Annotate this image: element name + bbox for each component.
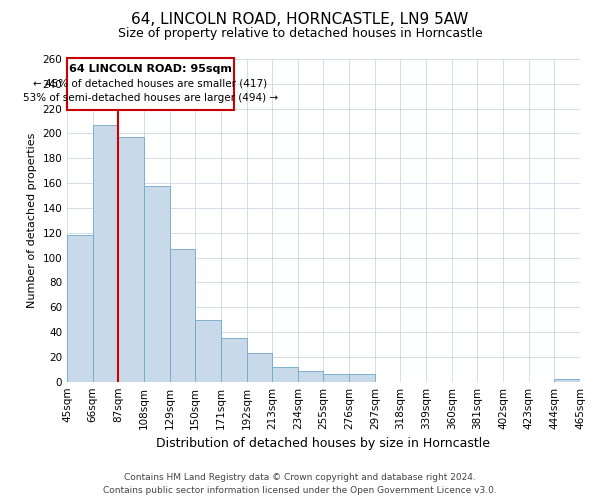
Bar (195, 320, 221, 382)
Text: 64, LINCOLN ROAD, HORNCASTLE, LN9 5AW: 64, LINCOLN ROAD, HORNCASTLE, LN9 5AW (131, 12, 469, 28)
Bar (221, 338, 247, 382)
Bar (67, 235, 92, 382)
X-axis label: Distribution of detached houses by size in Horncastle: Distribution of detached houses by size … (157, 437, 491, 450)
Text: ← 45% of detached houses are smaller (417): ← 45% of detached houses are smaller (41… (33, 79, 268, 89)
Bar (67, 58, 234, 110)
Bar (118, 137, 144, 382)
Bar (247, 353, 272, 382)
Bar (554, 379, 580, 382)
Text: Contains HM Land Registry data © Crown copyright and database right 2024.
Contai: Contains HM Land Registry data © Crown c… (103, 474, 497, 495)
Text: Size of property relative to detached houses in Horncastle: Size of property relative to detached ho… (118, 28, 482, 40)
Bar (170, 249, 195, 382)
Bar (349, 374, 375, 382)
Bar (323, 374, 349, 382)
Bar (272, 367, 298, 382)
Bar (92, 125, 118, 382)
Text: 64 LINCOLN ROAD: 95sqm: 64 LINCOLN ROAD: 95sqm (69, 64, 232, 74)
Bar (144, 186, 170, 382)
Bar (298, 370, 323, 382)
Text: 53% of semi-detached houses are larger (494) →: 53% of semi-detached houses are larger (… (23, 94, 278, 104)
Y-axis label: Number of detached properties: Number of detached properties (27, 132, 37, 308)
